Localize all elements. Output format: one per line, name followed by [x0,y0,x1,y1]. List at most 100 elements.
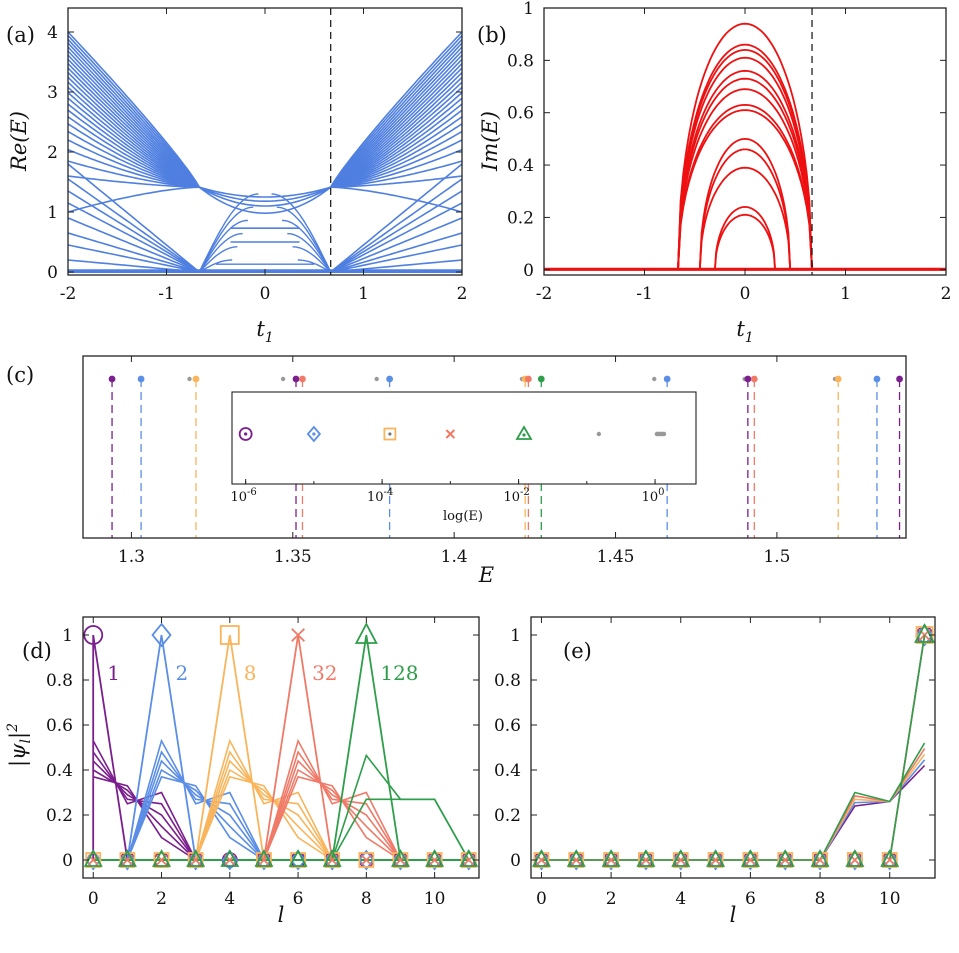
d-marker-diamond [187,849,204,871]
c-point [292,375,300,383]
a-branch-left [67,67,200,188]
a-lower-branch [67,163,200,273]
e-marker-diamond [672,849,689,871]
a-fan-curve [276,206,332,273]
d-marker-triangle [83,849,103,867]
a-xtick-label: -2 [60,284,77,304]
a-xtick-label: 0 [260,284,271,304]
d-xtick-label: 6 [293,889,304,909]
a-branch-left [67,160,200,188]
b-ytick-label: 0.4 [507,156,534,176]
d-series-label: 1 [107,661,120,685]
d-marker-triangle [220,849,240,867]
c-point [834,375,842,383]
c-inset-tick-label: 100 [642,487,665,505]
b-arc [677,109,813,270]
c-inset-dot [244,432,248,436]
a-lower-branch [330,178,463,273]
b-arc [698,166,792,270]
d-marker-diamond [460,849,477,871]
d-wave-line [194,738,333,861]
c-point [873,375,881,383]
d-series-label: 128 [380,661,418,685]
a-branch-right [330,50,463,188]
a-branch-left [67,130,200,188]
a-branch-right [330,42,463,188]
a-branch-left [67,123,200,188]
e-marker-triangle [636,849,656,867]
a-fan-curve [198,193,259,273]
d-ytick-label: 0.6 [46,716,73,736]
e-marker-triangle [706,849,726,867]
c-point [744,375,752,383]
a-branch-right [330,109,463,188]
e-marker-triangle [845,849,865,867]
c-inset-dot [661,431,667,437]
a-branch-right [330,103,463,188]
e-marker-square [777,852,794,868]
d-marker-triangle [254,849,274,867]
a-branch-right [330,97,463,188]
a-lower-branch [330,244,463,273]
d-marker-triangle [186,849,206,867]
b-arc [714,205,776,270]
a-branch-right [330,186,463,213]
e-xtick-label: 10 [879,889,901,909]
e-marker-diamond [568,849,585,871]
c-xlabel: E [478,563,494,587]
c-point [663,375,671,383]
d-marker-triangle [288,849,308,867]
a-branch-left [67,97,200,188]
e-marker-square [603,852,620,868]
c-inset-dot [522,433,526,437]
a-branch-left [67,103,200,188]
b-arc [677,43,813,270]
a-fan-curve [287,232,332,273]
b-arc [698,148,792,270]
e-xlabel: l [730,903,737,927]
b-arc [677,69,813,270]
b-xlabel: t1 [736,317,753,346]
a-lower-branch [67,259,200,273]
a-branch-left [67,76,200,188]
d-wave-line [263,759,402,861]
d-marker-square [392,852,409,868]
a-branch-left [67,139,200,188]
d-xtick-label: 0 [88,889,99,909]
a-branch-left [67,186,200,213]
d-marker-square [290,852,306,868]
a-lower-branch [330,202,463,273]
a-branch-left [67,63,200,188]
d-marker-square [153,852,170,868]
e-xtick-label: 4 [675,889,686,909]
a-branch-left [67,116,200,188]
e-marker-square [742,852,759,868]
a-lower-branch [67,178,200,273]
d-peak-line [126,634,197,861]
e-marker-triangle [914,623,936,643]
d-ytick-label: 0.2 [46,806,73,826]
e-marker-diamond [881,849,898,871]
c-frame [82,355,907,539]
e-peak-line [888,634,926,861]
d-peak-line [194,634,265,861]
e-marker-diamond [846,849,864,871]
c-point [192,375,200,383]
panel-a: -2 -1 0 1 2 0 1 2 3 4 t1 Re(E) [7,7,467,346]
e-ytick-label: 0 [510,851,521,871]
d-marker-square [358,852,375,868]
a-branch-right [330,38,463,188]
d-wave-line [126,759,265,861]
a-lower-branch [330,163,463,273]
a-branch-left [67,31,200,188]
a-branch-left [67,81,200,188]
d-wave-line [263,775,401,861]
a-branch-left [67,175,200,188]
d-wave-line [263,768,402,861]
d-wave-line [194,768,333,861]
d-frame [82,616,480,879]
a-branch-left [67,148,200,188]
d-marker-diamond [255,849,273,871]
a-branch-left [67,54,200,188]
d-peak-line [92,634,129,861]
